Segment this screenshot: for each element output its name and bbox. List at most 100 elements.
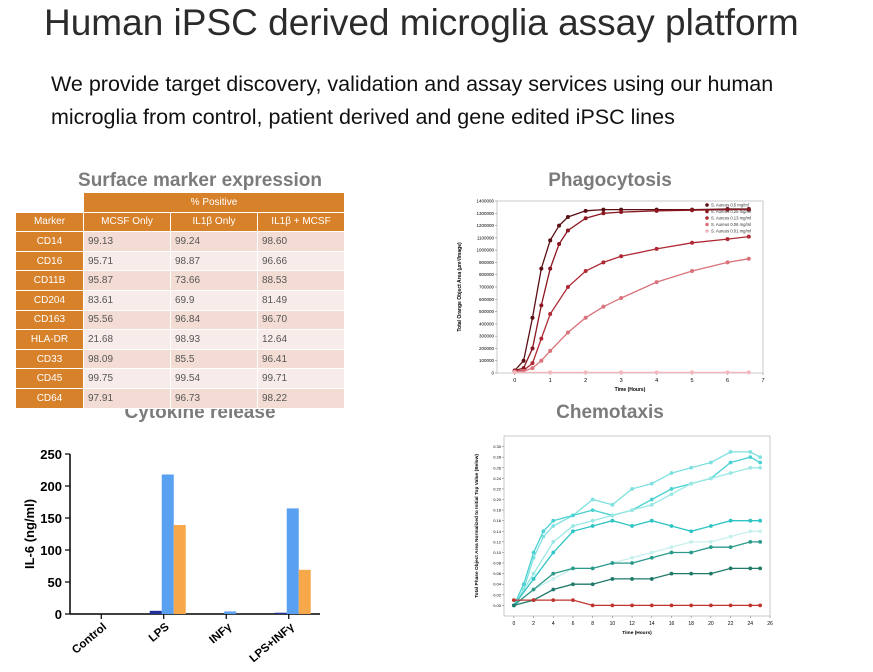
data-point <box>610 518 615 523</box>
legend-label: S. Aureus 0.06 mg/ml <box>711 222 751 227</box>
data-point <box>649 550 654 555</box>
data-point <box>690 208 695 213</box>
data-point <box>551 577 556 581</box>
legend-marker <box>705 216 709 220</box>
x-tick-label: 22 <box>728 621 734 627</box>
data-point <box>758 566 763 571</box>
section-surface-marker: Surface marker expression <box>78 170 322 191</box>
data-point <box>748 449 753 454</box>
data-point <box>746 207 751 212</box>
series-line <box>513 456 761 606</box>
chemotaxis-line-chart: 0.00 0.02 0.04 0.06 0.08 0.10 0.12 0.14 0.16 0.18… <box>474 435 773 636</box>
y-tick-label: 300000 <box>479 334 495 339</box>
data-point <box>512 370 517 375</box>
value-cell: 83.61 <box>83 289 171 311</box>
y-tick-label: 150 <box>40 511 62 526</box>
data-point <box>557 242 562 246</box>
data-point <box>689 603 694 608</box>
bar <box>173 525 186 614</box>
y-tick-label: 900000 <box>479 260 495 265</box>
data-point <box>649 555 654 560</box>
value-cell: 96.84 <box>170 309 258 331</box>
data-point <box>565 228 570 233</box>
data-point <box>708 571 713 576</box>
value-cell: 12.64 <box>257 329 345 350</box>
data-point <box>758 529 763 534</box>
y-tick-label: 0.06 <box>493 571 502 576</box>
value-cell: 98.60 <box>257 231 345 252</box>
marker-cell: CD11B <box>15 270 84 291</box>
x-tick-label: 4 <box>655 378 658 384</box>
data-point <box>689 529 694 534</box>
y-tick-label: 0.22 <box>493 486 502 491</box>
legend-marker <box>705 209 709 214</box>
y-tick-label: 200000 <box>479 346 495 351</box>
data-point <box>728 534 733 539</box>
data-point <box>571 524 575 528</box>
data-point <box>601 304 606 309</box>
data-point <box>708 603 713 608</box>
y-axis-label: IL-6 (ng/ml) <box>22 499 37 569</box>
value-cell: 99.13 <box>83 231 171 252</box>
x-tick-label: 5 <box>691 378 694 384</box>
x-tick-label: 24 <box>748 621 754 627</box>
section-phagocytosis: Phagocytosis <box>548 170 672 191</box>
data-point <box>619 296 624 301</box>
data-point <box>551 571 556 576</box>
data-point <box>728 566 733 571</box>
y-tick-label: 0.30 <box>493 444 502 449</box>
plot-frame <box>503 435 771 617</box>
y-tick-label: 0.18 <box>493 508 502 513</box>
y-tick-label: 1300000 <box>476 211 494 216</box>
data-point <box>690 269 695 274</box>
data-point <box>630 555 634 560</box>
table-row: CD163 95.56 96.84 96.70 <box>15 309 345 331</box>
x-tick-label: 0 <box>513 378 516 384</box>
table-row: CD33 98.09 85.5 96.41 <box>15 348 345 370</box>
data-point <box>551 598 556 603</box>
table-row: CD11B 95.87 73.66 88.53 <box>15 270 345 291</box>
data-point <box>590 508 595 513</box>
value-cell: 97.91 <box>83 387 171 409</box>
col-header-marker: Marker <box>15 211 84 233</box>
data-point <box>649 481 654 486</box>
legend-label: S. Aureus 0.5 mg/ml <box>711 203 749 208</box>
data-point <box>583 208 588 213</box>
value-cell: 95.71 <box>83 250 171 272</box>
data-point <box>748 603 753 608</box>
value-cell: 21.68 <box>83 329 171 350</box>
data-point <box>548 348 553 353</box>
legend-label: S. Aureus 0.25 mg/ml <box>711 209 751 214</box>
x-tick-label: 14 <box>649 621 655 627</box>
data-point <box>531 571 536 576</box>
marker-cell: CD204 <box>15 289 84 311</box>
data-point <box>728 518 733 523</box>
y-tick-label: 700000 <box>479 285 495 290</box>
data-point <box>630 487 634 491</box>
y-tick-label: 0.04 <box>493 582 502 587</box>
data-point <box>758 518 763 523</box>
data-point <box>511 598 516 603</box>
y-tick-label: 0.02 <box>493 592 502 597</box>
value-cell: 96.70 <box>257 309 345 331</box>
data-point <box>669 550 674 555</box>
value-cell: 98.93 <box>170 329 258 350</box>
value-cell: 96.66 <box>257 250 345 272</box>
data-point <box>531 577 536 581</box>
value-cell: 95.87 <box>83 270 171 291</box>
data-point <box>689 550 694 555</box>
data-point <box>708 460 713 465</box>
x-tick-label: 0 <box>512 621 515 627</box>
data-point <box>541 529 546 534</box>
y-tick-label: 1200000 <box>476 223 494 228</box>
bar <box>274 612 287 614</box>
data-point <box>511 603 516 608</box>
data-point <box>669 492 674 497</box>
data-point <box>758 460 763 465</box>
y-tick-label: 250 <box>40 447 62 462</box>
y-tick-label: 0.20 <box>493 497 502 502</box>
legend-label: S. Aureus 0.13 mg/ml <box>711 216 751 221</box>
x-tick-label: 2 <box>584 378 587 384</box>
data-point <box>610 561 615 565</box>
value-cell: 73.66 <box>170 270 258 291</box>
